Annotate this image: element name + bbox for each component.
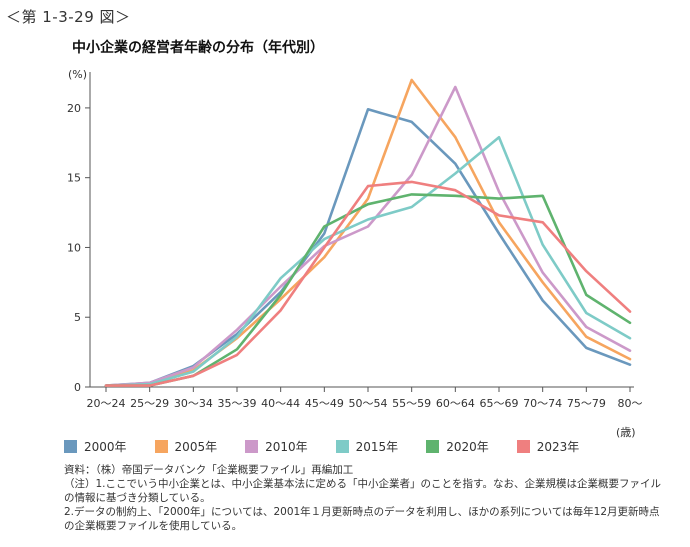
notes: 資料：（株）帝国データバンク「企業概要ファイル」再編加工 （注）1.ここでいう中… xyxy=(64,463,664,533)
note-2: 2.データの制約上、「2000年」については、2001年１月更新時点のデータを利… xyxy=(64,506,660,532)
legend-label: 2015年 xyxy=(355,440,399,454)
legend-label: 2023年 xyxy=(536,440,580,454)
legend-swatch xyxy=(154,440,168,453)
x-tick-label: 65～69 xyxy=(480,397,519,410)
legend-label: 2020年 xyxy=(446,440,489,454)
y-tick-label: 0 xyxy=(74,381,81,394)
legend-item: 2000年 xyxy=(64,438,127,455)
legend-swatch xyxy=(516,440,530,453)
series-line-2 xyxy=(104,85,632,387)
legend-item: 2020年 xyxy=(426,438,489,455)
x-tick-label: 20～24 xyxy=(87,397,126,410)
legend-swatch xyxy=(426,440,440,453)
legend-item: 2005年 xyxy=(154,438,218,455)
series-line-0 xyxy=(104,108,632,387)
y-tick-label: 10 xyxy=(67,241,81,254)
y-tick-label: 20 xyxy=(67,102,81,115)
series-line-4 xyxy=(104,193,632,387)
legend-item: 2023年 xyxy=(516,438,580,455)
legend-item: 2010年 xyxy=(245,438,308,455)
x-tick-label: 45～49 xyxy=(305,397,344,410)
legend-label: 2010年 xyxy=(265,440,308,454)
x-tick-label: 50～54 xyxy=(349,397,388,410)
series-line-3 xyxy=(104,135,632,387)
y-unit-label: (%) xyxy=(68,68,87,81)
x-tick-label: 40～44 xyxy=(261,397,300,410)
legend: 2000年 2005年 2010年 2015年 2020年 2023年 xyxy=(64,438,607,455)
series-line-5 xyxy=(104,180,632,387)
note-1: （注）1.ここでいう中小企業とは、中小企業基本法に定める「中小企業者」のことを指… xyxy=(64,478,661,504)
legend-swatch xyxy=(245,440,259,453)
chart-title: 中小企業の経営者年齢の分布（年代別） xyxy=(72,40,324,56)
x-tick-label: 60～64 xyxy=(436,397,475,410)
x-unit-label: (歳) xyxy=(616,426,636,439)
y-tick-label: 5 xyxy=(74,311,81,324)
x-tick-label: 55～59 xyxy=(392,397,431,410)
x-tick-label: 35～39 xyxy=(218,397,257,410)
legend-label: 2000年 xyxy=(84,440,127,454)
x-tick-label: 80～ xyxy=(618,397,643,410)
y-tick-label: 15 xyxy=(67,172,81,185)
legend-swatch xyxy=(64,440,77,453)
legend-label: 2005年 xyxy=(174,440,218,454)
source-note: 資料：（株）帝国データバンク「企業概要ファイル」再編加工 xyxy=(64,464,354,476)
figure-number: ＜第 1-3-29 図＞ xyxy=(6,8,131,26)
x-tick-label: 25～29 xyxy=(130,397,169,410)
line-chart: (%) (歳) 0 5 10 15 20 20～24 25～29 30～34 35～39 40～4… xyxy=(67,68,643,439)
x-tick-label: 30～34 xyxy=(174,397,213,410)
legend-swatch xyxy=(335,440,349,453)
legend-item: 2015年 xyxy=(335,438,399,455)
x-tick-label: 75～79 xyxy=(567,397,606,410)
x-tick-label: 70～74 xyxy=(523,397,562,410)
